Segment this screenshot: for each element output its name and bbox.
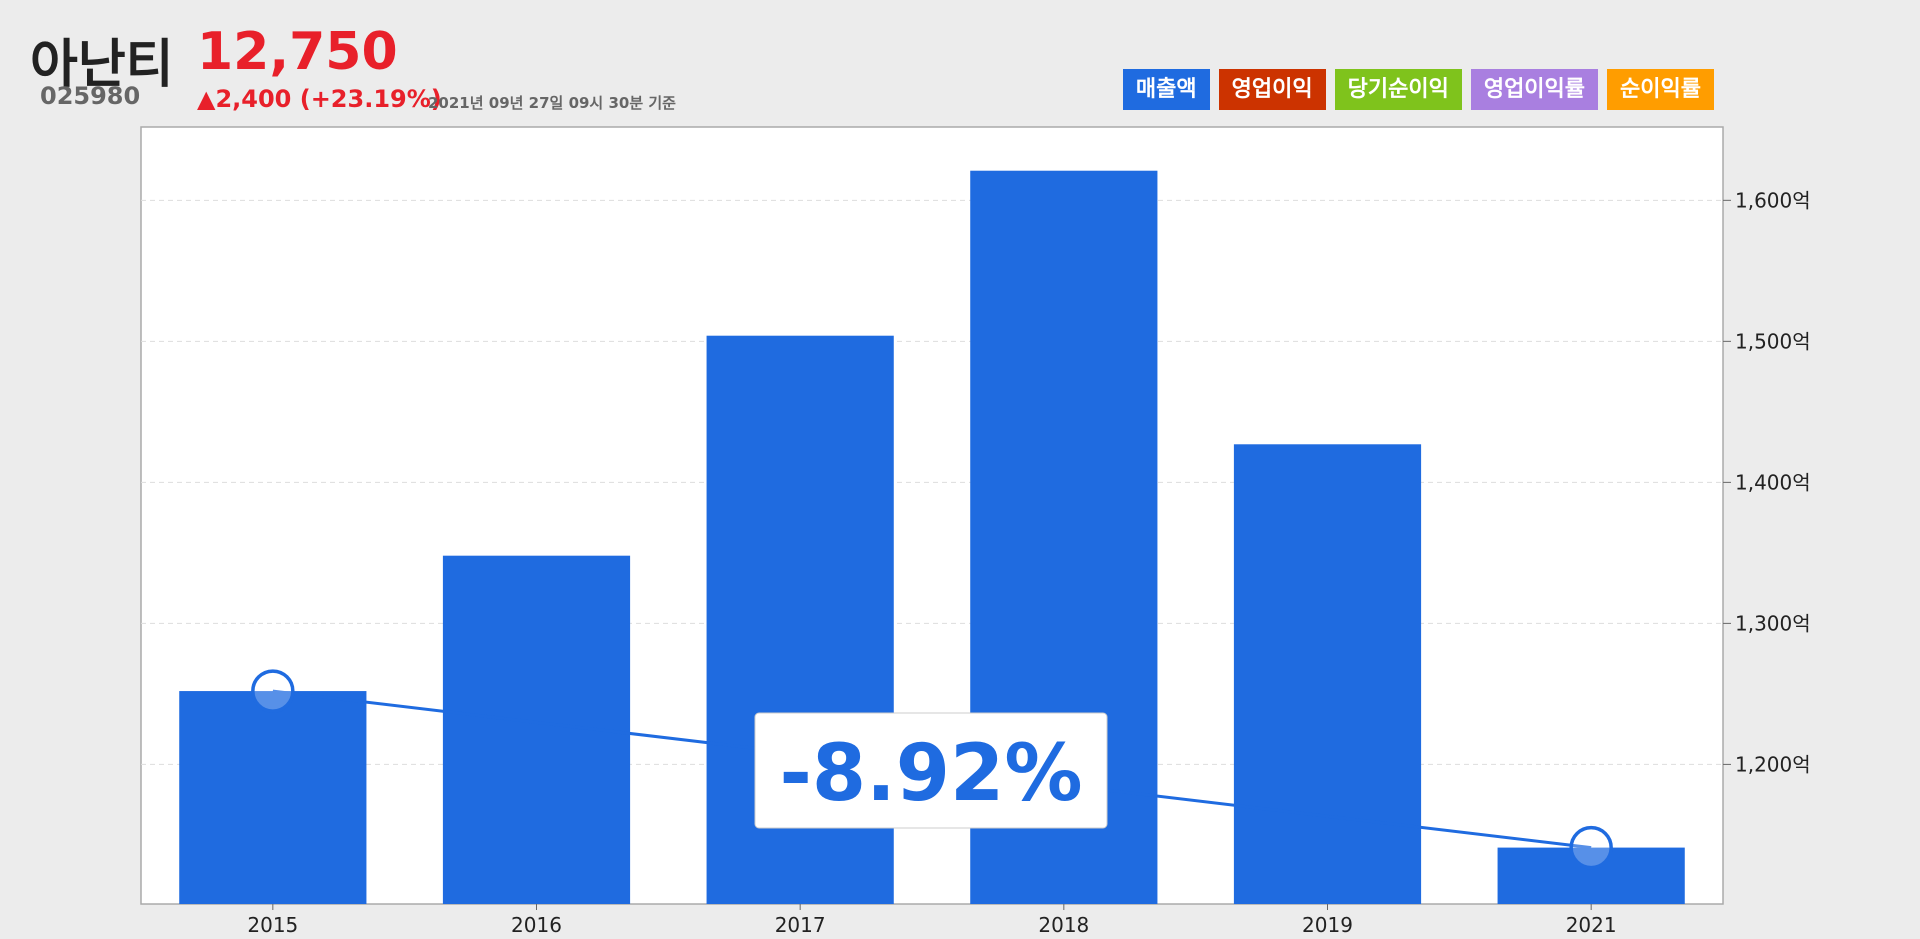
price: 12,750	[197, 22, 398, 82]
trend-point	[1569, 825, 1613, 870]
x-tick-label: 2018	[1038, 913, 1089, 937]
legend-button[interactable]: 매출액	[1122, 69, 1210, 110]
trend-label: -8.92%	[780, 729, 1083, 819]
y-tick-label: 1,400억	[1735, 470, 1811, 494]
x-tick-label: 2017	[775, 913, 826, 937]
legend: 매출액 영업이익 당기순이익 영업이익률 순이익률	[1122, 69, 1714, 110]
x-tick-label: 2015	[247, 913, 298, 937]
y-tick-label: 1,500억	[1735, 329, 1811, 353]
x-tick-label: 2019	[1302, 913, 1353, 937]
x-tick-label: 2021	[1566, 913, 1617, 937]
x-tick-label: 2016	[511, 913, 562, 937]
bar	[1497, 847, 1685, 904]
legend-button[interactable]: 영업이익	[1218, 69, 1326, 110]
y-tick-label: 1,300억	[1735, 611, 1811, 635]
y-tick-label: 1,200억	[1735, 752, 1811, 776]
timestamp: 2021년 09년 27일 09시 30분 기준	[428, 94, 676, 112]
bar	[179, 691, 367, 904]
legend-button[interactable]: 영업이익률	[1470, 69, 1599, 110]
trend-label-box	[754, 712, 1108, 829]
bar	[1233, 444, 1422, 904]
trend-point	[251, 669, 295, 713]
price-change: ▲2,400 (+23.19%)	[197, 85, 442, 113]
legend-button[interactable]: 순이익률	[1607, 69, 1714, 110]
stock-code: 025980	[40, 82, 141, 110]
legend-button[interactable]: 당기순이익	[1334, 69, 1462, 110]
stock-name: 아난티	[30, 35, 174, 95]
y-tick-label: 1,600억	[1735, 188, 1811, 212]
